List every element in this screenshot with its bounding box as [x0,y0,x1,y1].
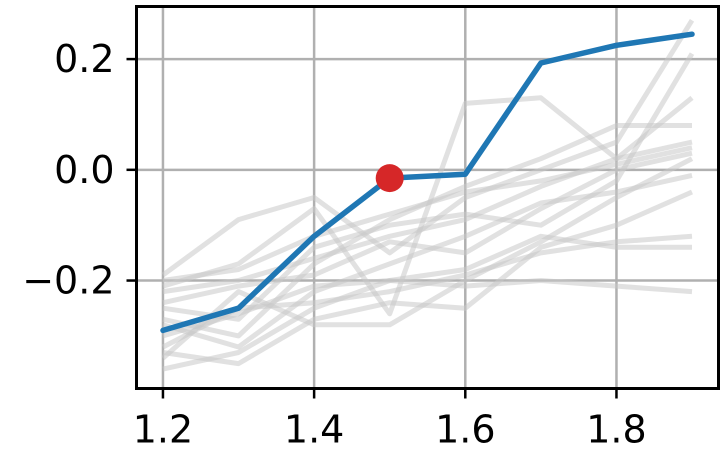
background-series-line [162,139,693,295]
background-series-line [162,233,692,372]
x-tick-label: 1.4 [284,408,344,452]
x-tick-label: 1.6 [435,408,495,452]
background-series-line [162,95,694,317]
background-series-group [161,18,695,372]
main-series-line [160,31,695,334]
x-tick-label: 1.2 [133,408,193,452]
background-series-line [162,150,693,306]
plot-frame [135,5,720,390]
axis-ticks: 1.2 1.4 1.6 1.8 0.2 0.0 −0.2 [22,37,646,451]
main-series-group [160,31,695,334]
y-tick-label: 0.2 [54,37,114,81]
x-tick-label: 1.8 [586,408,646,452]
y-tick-label: −0.2 [22,259,114,303]
background-series-line [162,172,693,350]
background-series-line [162,145,693,283]
y-tick-label: 0.0 [54,148,114,192]
highlight-point [375,164,404,193]
